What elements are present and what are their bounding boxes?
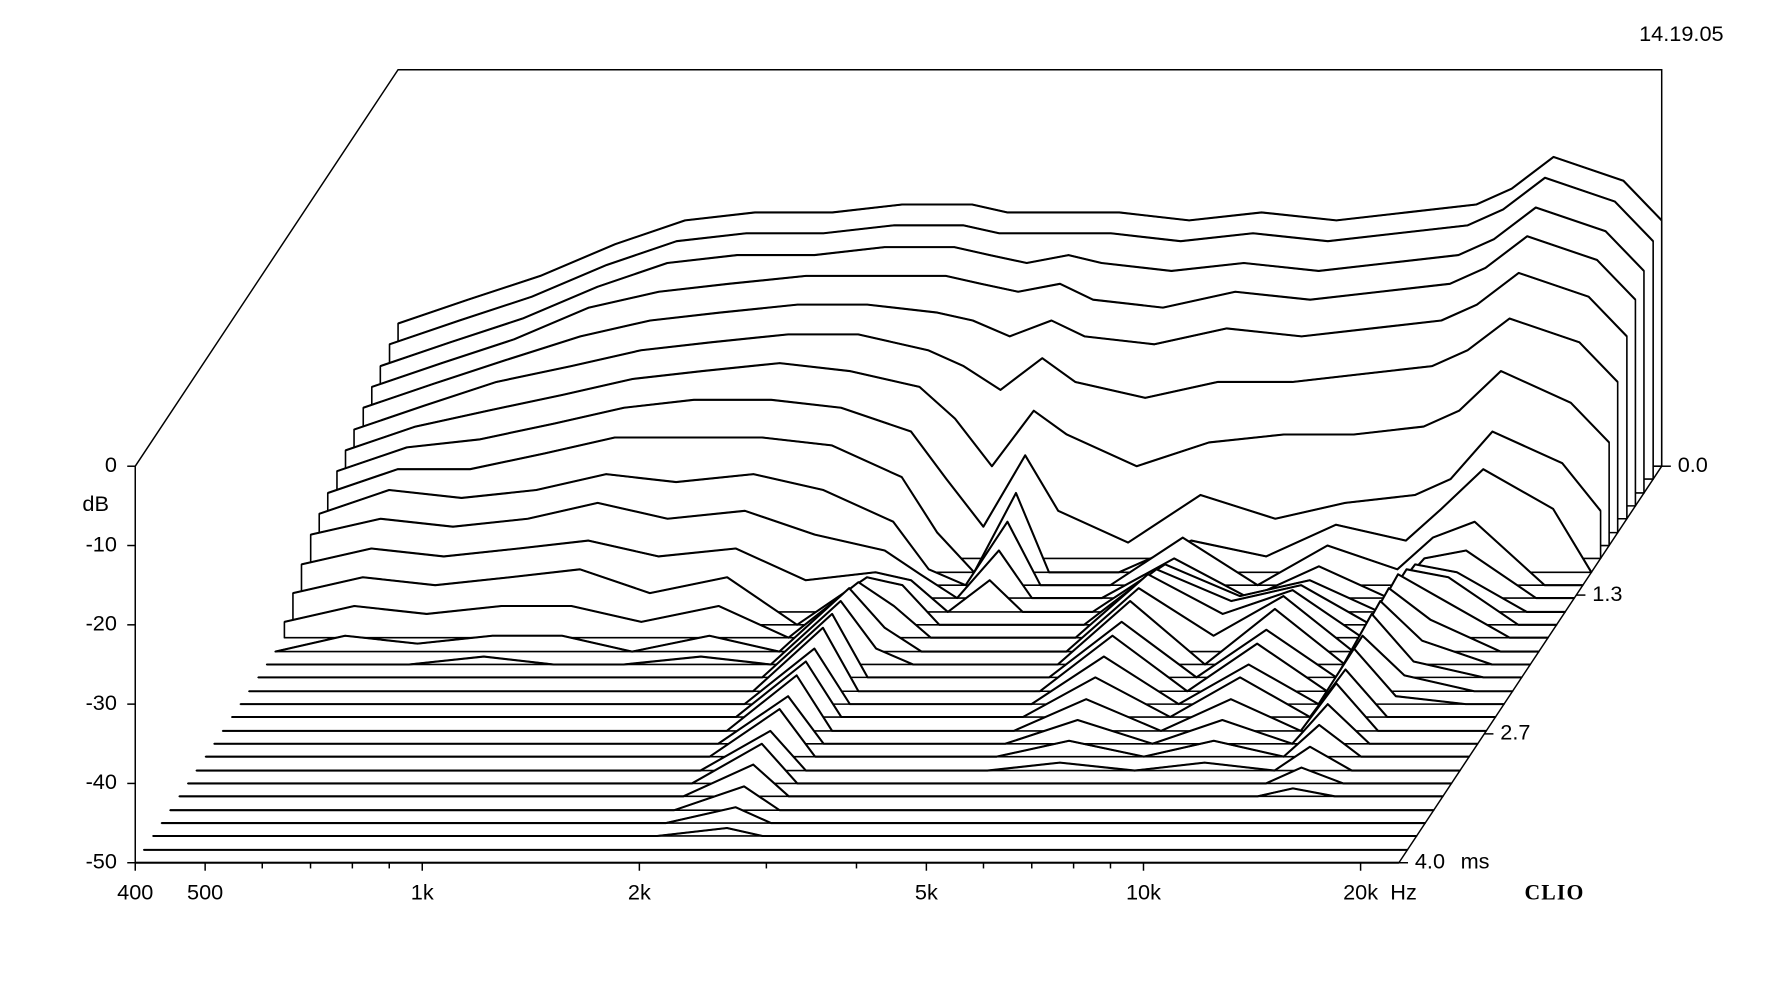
slice-curve	[161, 806, 1426, 825]
x-axis-label: Hz	[1390, 879, 1417, 904]
z-axis-label: ms	[1461, 848, 1490, 873]
slice-curve	[152, 827, 1417, 837]
x-tick-label: 10k	[1126, 879, 1161, 904]
slice-curve	[345, 362, 1610, 468]
slice-curve	[179, 763, 1443, 798]
y-tick-label: -40	[86, 769, 117, 794]
slice-curve	[240, 647, 1505, 706]
z-tick-label: 2.7	[1500, 720, 1530, 745]
y-tick-label: -20	[86, 611, 117, 636]
slice-curve	[353, 317, 1619, 431]
slice-curve	[379, 206, 1645, 368]
slice-curve	[362, 271, 1628, 409]
brand-label: CLIO	[1524, 881, 1584, 905]
slice-curve	[214, 695, 1478, 745]
x-tick-label: 400	[117, 879, 153, 904]
y-tick-label: -10	[86, 531, 117, 556]
slice-curve	[222, 674, 1487, 732]
slice-curve	[371, 235, 1637, 388]
x-tick-label: 5k	[915, 879, 938, 904]
x-tick-label: 2k	[628, 879, 651, 904]
slice-curve	[318, 473, 1583, 587]
x-tick-label: 20k	[1343, 879, 1378, 904]
slice-curve	[327, 436, 1593, 574]
z-tick-label: 1.3	[1592, 581, 1622, 606]
y-axis-label: dB	[82, 491, 109, 516]
slice-curve	[196, 729, 1460, 772]
slice-curve	[389, 176, 1654, 346]
slice-curve	[205, 708, 1470, 758]
y-tick-label: 0	[105, 452, 117, 477]
y-tick-label: -50	[86, 848, 117, 873]
x-tick-label: 1k	[411, 879, 434, 904]
slice-curve	[258, 612, 1522, 679]
slice-curve	[397, 155, 1663, 325]
x-tick-label: 500	[187, 879, 223, 904]
z-tick-label: 0.0	[1678, 452, 1708, 477]
slice-curve	[187, 742, 1452, 785]
timestamp: 14.19.05	[1639, 21, 1723, 46]
slice-curve	[170, 785, 1434, 812]
slice-curve	[336, 398, 1602, 544]
z-tick-label: 4.0	[1415, 848, 1445, 873]
y-tick-label: -30	[86, 690, 117, 715]
